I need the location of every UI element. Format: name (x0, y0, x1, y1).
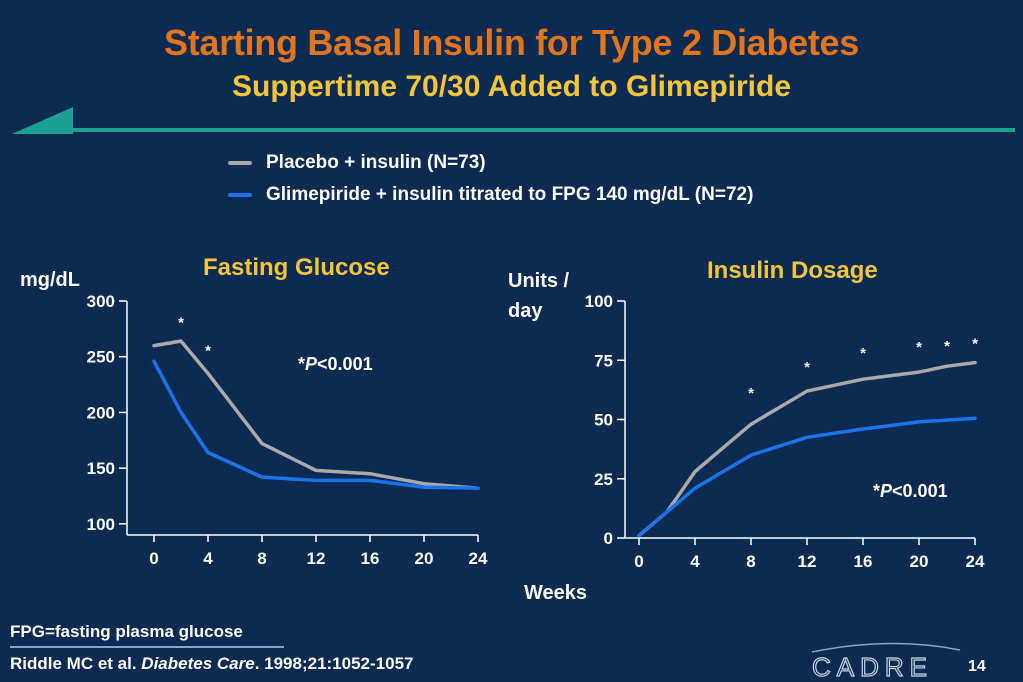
x-tick-label-glucose: 4 (203, 549, 213, 568)
legend-label-glimepiride: Glimepiride + insulin titrated to FPG 14… (266, 184, 754, 205)
chart-title-insulin-dosage: Insulin Dosage (707, 257, 878, 284)
y-tick-label-insulin: 25 (594, 470, 613, 489)
x-tick-label-insulin: 4 (690, 552, 700, 571)
y-tick-label-insulin: 100 (585, 292, 613, 311)
y-tick-label-glucose: 300 (87, 292, 115, 311)
series-line-glucose-placebo (152, 339, 480, 490)
legend-item-glimepiride: Glimepiride + insulin titrated to FPG 14… (228, 184, 753, 206)
chart-title-fasting-glucose: Fasting Glucose (203, 254, 390, 281)
citation: Riddle MC et al. Diabetes Care. 1998;21:… (10, 654, 413, 674)
significance-marker-insulin: * (804, 359, 810, 376)
legend-swatch-placebo (228, 160, 252, 165)
y-tick-label-glucose: 150 (87, 459, 115, 478)
x-tick-label-glucose: 0 (149, 549, 158, 568)
series-line-glucose-glimepiride (152, 359, 480, 490)
significance-marker-insulin: * (916, 339, 922, 356)
y-tick-label-glucose: 250 (87, 348, 115, 367)
y-tick-label-glucose: 200 (87, 403, 115, 422)
footnote-divider (10, 646, 284, 648)
x-tick-label-glucose: 8 (257, 549, 266, 568)
slide-subtitle: Suppertime 70/30 Added to Glimepiride (231, 70, 791, 103)
y-tick-label-glucose: 100 (87, 515, 115, 534)
logo-swoosh (811, 642, 961, 653)
x-tick-label-insulin: 20 (910, 552, 929, 571)
logo-text: CADRE (812, 652, 933, 682)
legend-swatch-glimepiride (228, 192, 252, 197)
x-tick-label-insulin: 12 (798, 552, 817, 571)
footnote-definition-text: FPG=fasting plasma glucose (10, 622, 243, 641)
x-axis-label-weeks: Weeks (524, 582, 588, 604)
legend-label-placebo: Placebo + insulin (N=73) (266, 152, 486, 173)
significance-marker-insulin: * (944, 338, 950, 355)
series-line-insulin-placebo (637, 360, 977, 538)
citation-journal: Diabetes Care (141, 654, 255, 673)
p-value-annotation-insulin: *P<0.001 (873, 481, 948, 501)
y-tick-label-insulin: 75 (594, 351, 613, 370)
x-tick-label-insulin: 8 (746, 552, 755, 571)
x-tick-label-glucose: 16 (361, 549, 380, 568)
y-axis-label-glucose: mg/dL (20, 269, 80, 291)
series-line-insulin-glimepiride (637, 416, 977, 538)
x-tick-label-insulin: 24 (966, 552, 985, 571)
x-tick-label-insulin: 0 (634, 552, 643, 571)
y-tick-label-insulin: 0 (604, 529, 613, 548)
y-tick-label-insulin: 50 (594, 411, 613, 430)
slide-title: Starting Basal Insulin for Type 2 Diabet… (164, 22, 859, 63)
significance-marker-glucose: * (178, 315, 184, 332)
significance-marker-insulin: * (860, 345, 866, 362)
title-accent-bar (12, 107, 1015, 134)
citation-details: . 1998;21:1052-1057 (254, 654, 414, 673)
citation-authors: Riddle MC et al. (10, 654, 142, 673)
x-tick-label-glucose: 20 (415, 549, 434, 568)
accent-triangle (12, 107, 73, 134)
footnote-definition: FPG=fasting plasma glucose (10, 622, 243, 642)
p-value-annotation-glucose: *P<0.001 (298, 354, 373, 374)
legend-item-placebo: Placebo + insulin (N=73) (228, 152, 486, 174)
accent-line (73, 128, 1015, 132)
significance-marker-insulin: * (748, 385, 754, 402)
y-axis-label-insulin: Units / day (508, 270, 570, 322)
x-tick-label-insulin: 16 (854, 552, 873, 571)
page-number: 14 (968, 658, 986, 675)
cadre-logo: CADRE (811, 642, 961, 682)
x-tick-label-glucose: 12 (307, 549, 326, 568)
significance-marker-glucose: * (205, 343, 211, 360)
x-tick-label-glucose: 24 (469, 549, 488, 568)
significance-marker-insulin: * (972, 335, 978, 352)
